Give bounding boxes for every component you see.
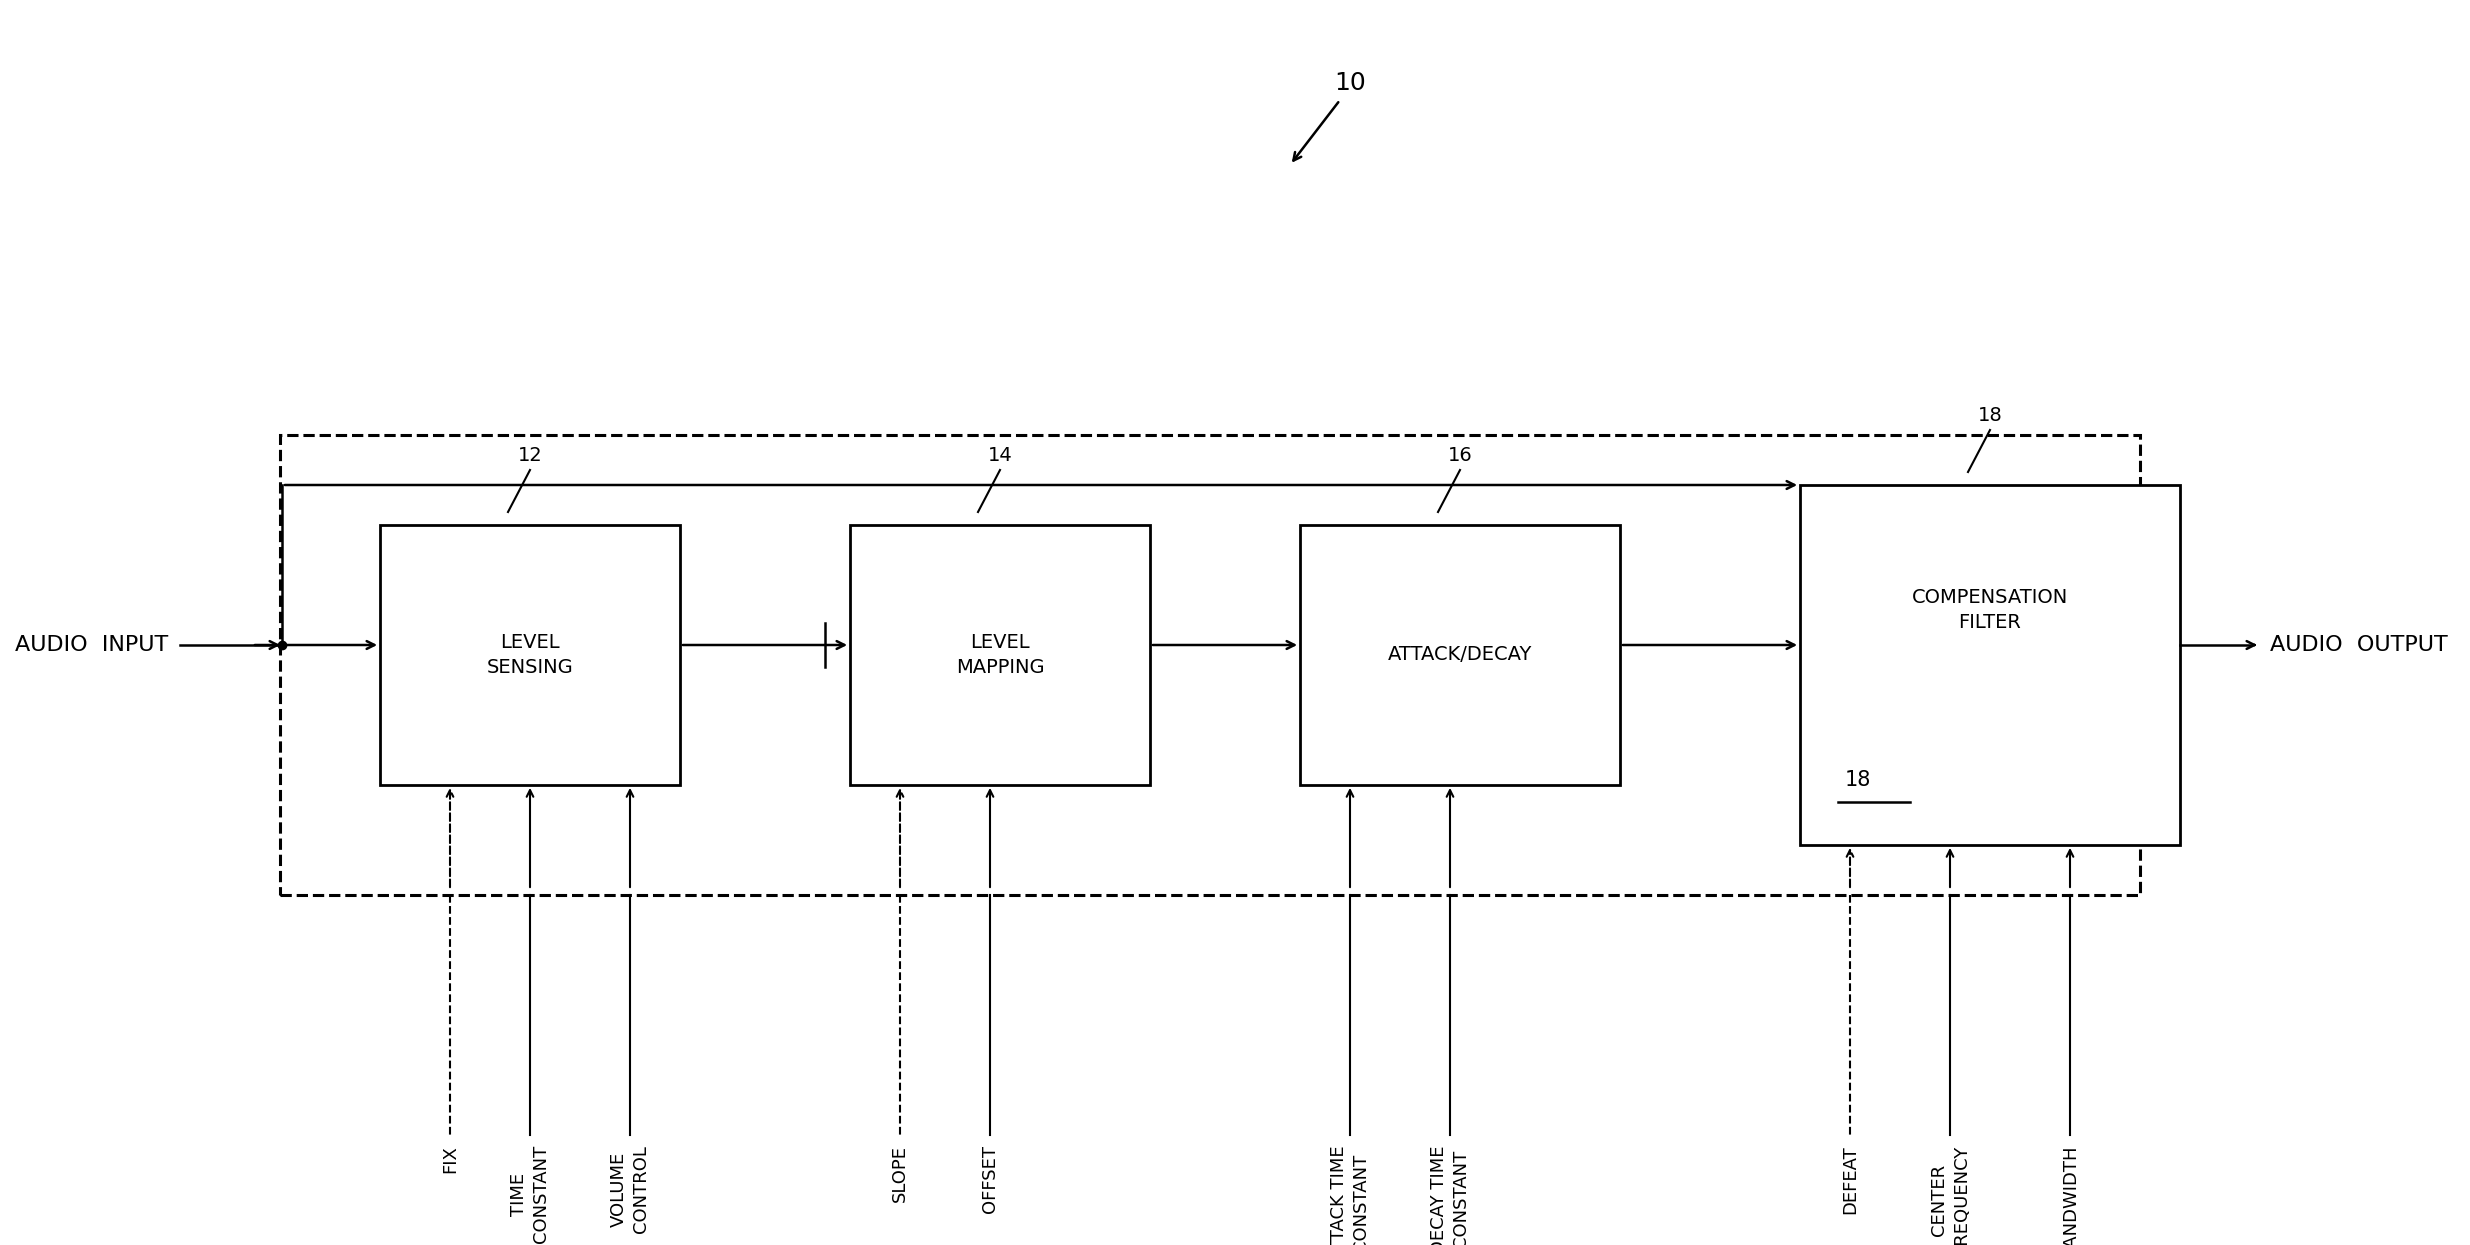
Text: AUDIO  INPUT: AUDIO INPUT	[15, 635, 168, 655]
Text: 10: 10	[1334, 71, 1366, 95]
Text: ATTACK/DECAY: ATTACK/DECAY	[1388, 645, 1531, 665]
Text: CENTER
FREQUENCY: CENTER FREQUENCY	[1929, 1145, 1971, 1245]
Text: SLOPE: SLOPE	[892, 1145, 909, 1201]
Bar	[850, 525, 1151, 786]
Text: LEVEL
MAPPING: LEVEL MAPPING	[956, 632, 1045, 677]
Text: TIME
CONSTANT: TIME CONSTANT	[509, 1145, 551, 1244]
Text: LEVEL
SENSING: LEVEL SENSING	[487, 632, 573, 677]
Text: 14: 14	[988, 446, 1013, 464]
Text: 18: 18	[1845, 769, 1872, 791]
Text: VOLUME
CONTROL: VOLUME CONTROL	[610, 1145, 650, 1233]
Text: 12: 12	[519, 446, 543, 464]
Bar	[279, 435, 2139, 895]
Text: ATTACK TIME
CONSTANT: ATTACK TIME CONSTANT	[1329, 1145, 1371, 1245]
Text: DECAY TIME
CONSTANT: DECAY TIME CONSTANT	[1430, 1145, 1470, 1245]
Text: 18: 18	[1978, 406, 2003, 425]
Text: 16: 16	[1447, 446, 1472, 464]
Bar	[380, 525, 679, 786]
Text: COMPENSATION
FILTER: COMPENSATION FILTER	[1912, 588, 2067, 632]
Bar	[1801, 486, 2181, 845]
Text: BANDWIDTH: BANDWIDTH	[2060, 1145, 2080, 1245]
Text: DEFEAT: DEFEAT	[1840, 1145, 1860, 1214]
Text: AUDIO  OUTPUT: AUDIO OUTPUT	[2270, 635, 2448, 655]
Text: OFFSET: OFFSET	[981, 1145, 998, 1213]
Bar	[1299, 525, 1620, 786]
Text: FIX: FIX	[442, 1145, 459, 1173]
